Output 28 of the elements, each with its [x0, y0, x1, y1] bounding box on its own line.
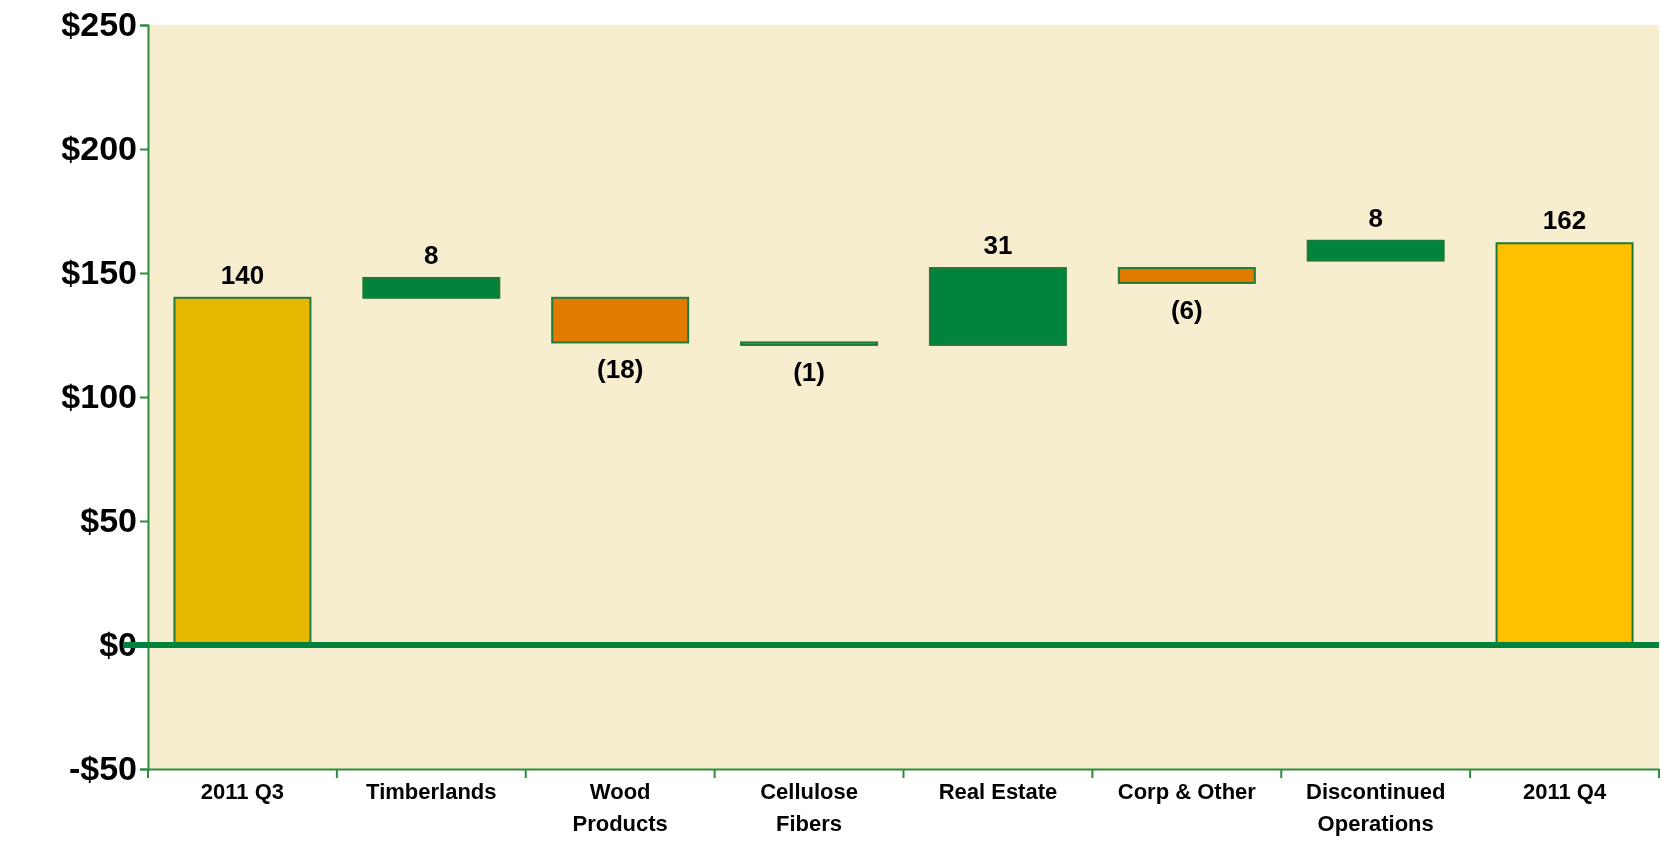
- bar: [1117, 267, 1256, 284]
- data-label: 140: [220, 259, 265, 290]
- bar: [928, 267, 1067, 346]
- y-tick-label: $250: [61, 5, 137, 44]
- y-tick-label: $50: [80, 501, 137, 540]
- bar: [551, 296, 690, 344]
- y-tick-label: -$50: [68, 749, 137, 788]
- bar: [1306, 239, 1445, 262]
- data-label: (18): [597, 354, 644, 385]
- x-tick-label: Timberlands: [366, 779, 497, 804]
- bar: [740, 341, 879, 346]
- x-tick-label: Cellulose Fibers: [760, 779, 858, 836]
- x-tick-label: Real Estate: [938, 779, 1058, 804]
- data-label: 31: [983, 230, 1013, 261]
- data-label: 8: [424, 239, 439, 270]
- data-label: 8: [1368, 202, 1383, 233]
- bar: [362, 276, 501, 299]
- x-tick-label: Corp & Other: [1117, 779, 1257, 804]
- data-label: 162: [1542, 205, 1587, 236]
- data-label: (1): [793, 356, 825, 387]
- x-tick-label: 2011 Q3: [200, 779, 285, 804]
- x-tick-label: Wood Products: [572, 779, 668, 836]
- x-tick-label: Discontinued Operations: [1306, 779, 1446, 836]
- y-tick-label: $150: [61, 253, 137, 292]
- y-tick-label: $200: [61, 129, 137, 168]
- data-label: (6): [1170, 294, 1203, 325]
- x-tick-label: 2011 Q4: [1522, 779, 1607, 804]
- y-tick-label: $100: [61, 377, 137, 416]
